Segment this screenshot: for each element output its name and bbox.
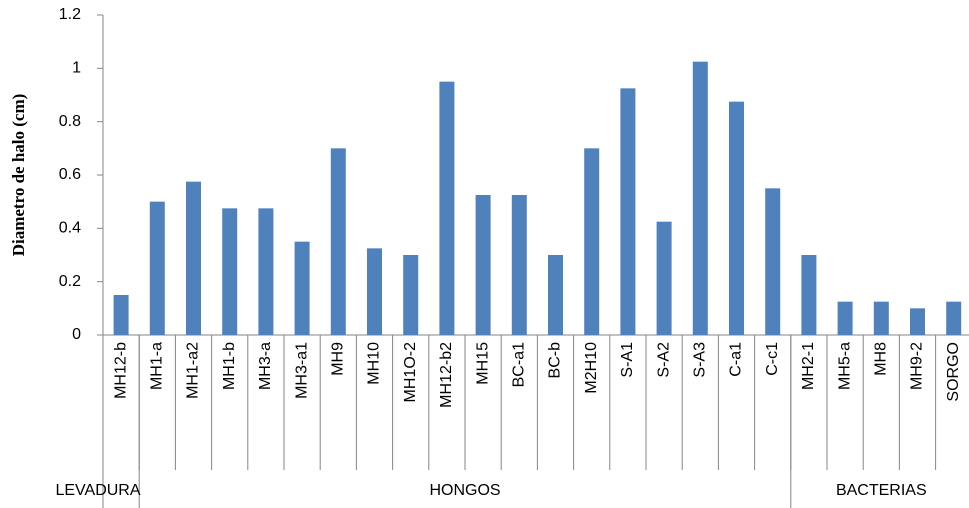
bar	[837, 301, 853, 335]
y-tick-label: 0.6	[59, 166, 81, 183]
y-tick-label: 1.2	[59, 6, 81, 23]
bar	[511, 195, 527, 335]
x-tick-label: M2H10	[583, 342, 600, 394]
x-tick-label: S-A3	[692, 342, 709, 378]
x-tick-label: MH5-a	[836, 342, 853, 390]
bar	[946, 301, 962, 335]
x-tick-label: MH15	[474, 342, 491, 385]
x-tick-label: MH1-a	[149, 342, 166, 390]
bar	[765, 188, 781, 335]
x-tick-label: MH8	[873, 342, 890, 376]
bar	[367, 248, 382, 335]
bar	[548, 255, 563, 335]
bar	[910, 308, 925, 335]
bar	[475, 195, 491, 335]
bar	[113, 295, 129, 335]
x-tick-label: MH1-b	[221, 342, 238, 390]
bar	[330, 148, 346, 335]
x-tick-label: MH10	[366, 342, 383, 385]
bar	[873, 301, 889, 335]
group-label: LEVADURA	[55, 482, 140, 499]
x-tick-label: MH12-b2	[438, 342, 455, 408]
bar	[801, 255, 817, 335]
x-tick-label: MH9	[330, 342, 347, 376]
x-tick-label: MH3-a	[257, 342, 274, 390]
y-axis-title: Diametro de halo (cm)	[9, 94, 28, 257]
y-tick-label: 0	[72, 326, 81, 343]
x-tick-label: S-A2	[655, 342, 672, 378]
x-tick-label: BC-a1	[511, 342, 528, 387]
x-tick-label: SORGO	[945, 342, 962, 402]
bar	[222, 208, 238, 335]
group-label: HONGOS	[429, 482, 500, 499]
x-tick-label: C-c1	[764, 342, 781, 376]
x-tick-label: MH1-a2	[185, 342, 202, 399]
x-tick-label: S-A1	[619, 342, 636, 378]
bar	[692, 61, 708, 336]
bar	[656, 221, 672, 335]
x-tick-label: MH2-1	[800, 342, 817, 390]
bar	[403, 255, 419, 335]
bar	[294, 241, 310, 335]
bar	[439, 81, 455, 336]
y-tick-label: 0.8	[59, 113, 81, 130]
bar	[729, 101, 744, 336]
x-tick-label: C-a1	[728, 342, 745, 377]
bar	[620, 88, 636, 335]
x-tick-label: BC-b	[547, 342, 564, 379]
y-tick-label: 0.2	[59, 273, 81, 290]
bar	[258, 208, 274, 335]
y-tick-label: 1	[72, 60, 81, 77]
x-tick-label: MH12-b	[112, 342, 129, 399]
x-tick-label: MH1O-2	[402, 342, 419, 403]
bar	[149, 201, 165, 335]
group-label: BACTERIAS	[836, 482, 927, 499]
x-tick-label: MH3-a1	[293, 342, 310, 399]
y-tick-label: 0.4	[59, 220, 81, 237]
bar	[186, 181, 201, 335]
bar	[584, 148, 600, 335]
x-tick-label: MH9-2	[909, 342, 926, 390]
